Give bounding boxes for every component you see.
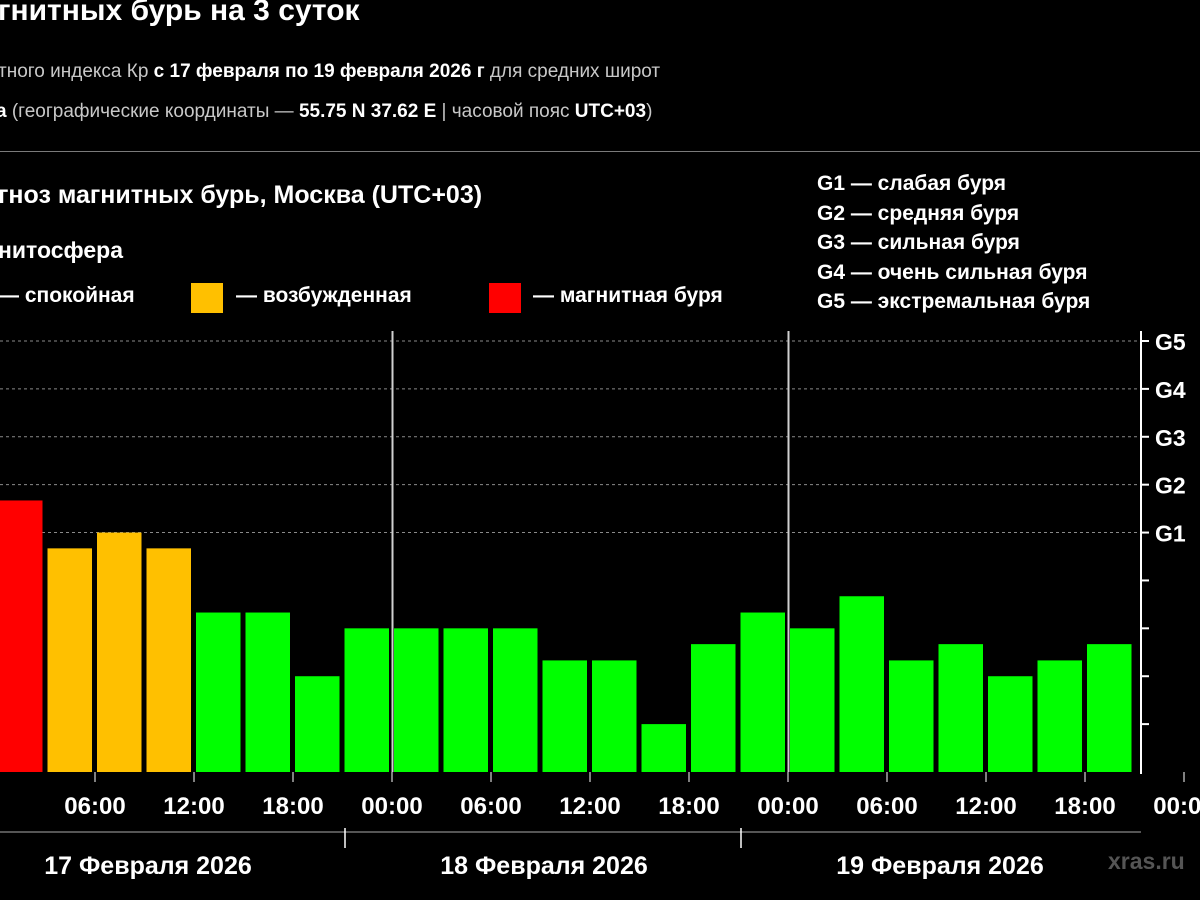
bar-13 <box>641 724 686 772</box>
g-scale-g1: G1 — слабая буря <box>817 172 1007 195</box>
day-label-2: 19 Февраля 2026 <box>836 852 1044 880</box>
bar-17 <box>839 596 884 772</box>
bar-11 <box>542 660 587 772</box>
bar-16 <box>790 628 835 772</box>
bar-10 <box>493 628 538 772</box>
legend-heading: нитосфера <box>0 237 123 263</box>
subtitle-location-prefix: (географические координаты — <box>6 101 299 122</box>
bar-20 <box>988 676 1033 772</box>
x-tick-label-4: 06:00 <box>460 793 521 820</box>
bar-0 <box>0 500 43 772</box>
subtitle-period-range: с 17 февраля по 19 февраля 2026 г <box>153 61 485 82</box>
bar-6 <box>295 676 340 772</box>
bar-14 <box>691 644 736 772</box>
y-tick-label-g1: G1 <box>1155 521 1186 547</box>
x-tick-label-10: 18:00 <box>1054 793 1115 820</box>
subtitle-location-middle: | часовой пояс <box>436 101 575 122</box>
bar-9 <box>443 628 488 772</box>
y-tick-label-g2: G2 <box>1155 473 1186 499</box>
bar-2 <box>97 532 142 772</box>
bar-15 <box>740 612 785 772</box>
subtitle-period-suffix: для средних широт <box>484 61 661 82</box>
header-divider <box>0 151 1200 152</box>
y-tick-label-g5: G5 <box>1155 329 1186 355</box>
page-title: гнитных бурь на 3 суток <box>0 0 360 27</box>
subtitle-location-tz: UTC+03 <box>574 101 647 122</box>
bar-4 <box>196 612 241 772</box>
bar-3 <box>146 548 191 772</box>
legend-label-active: — возбужденная <box>236 284 412 307</box>
x-tick-label-5: 12:00 <box>559 793 620 820</box>
subtitle-location-suffix: ) <box>646 101 653 122</box>
subtitle-period: тного индекса Кр с 17 февраля по 19 февр… <box>0 61 660 83</box>
bar-21 <box>1037 660 1082 772</box>
x-tick-label-0: 06:00 <box>64 793 125 820</box>
x-tick-label-7: 00:00 <box>757 793 818 820</box>
bar-5 <box>245 612 290 772</box>
g-scale-g5: G5 — экстремальная буря <box>817 290 1091 313</box>
y-tick-label-g3: G3 <box>1155 425 1186 451</box>
subtitle-location-place: а <box>0 101 7 122</box>
bar-19 <box>938 644 983 772</box>
legend-swatch-active <box>191 283 223 313</box>
g-scale-g3: G3 — сильная буря <box>817 231 1020 254</box>
g-scale-g4: G4 — очень сильная буря <box>817 261 1088 284</box>
y-tick-label-g4: G4 <box>1155 377 1186 403</box>
x-tick-label-6: 18:00 <box>658 793 719 820</box>
legend-label-quiet: — спокойная <box>0 284 135 307</box>
watermark: xras.ru <box>1108 848 1185 874</box>
day-label-0: 17 Февраля 2026 <box>44 852 252 880</box>
bar-7 <box>344 628 389 772</box>
subtitle-location-coords: 55.75 N 37.62 E <box>298 101 437 122</box>
subtitle-period-prefix: тного индекса Кр <box>0 61 154 82</box>
x-tick-label-2: 18:00 <box>262 793 323 820</box>
x-tick-label-1: 12:00 <box>163 793 224 820</box>
bar-22 <box>1087 644 1132 772</box>
subtitle-location: а (географические координаты — 55.75 N 3… <box>0 101 652 123</box>
chart-title: гноз магнитных бурь, Москва (UTC+03) <box>0 181 483 209</box>
bar-8 <box>394 628 439 772</box>
bar-18 <box>889 660 934 772</box>
x-tick-label-8: 06:00 <box>856 793 917 820</box>
x-tick-label-9: 12:00 <box>955 793 1016 820</box>
bar-12 <box>592 660 637 772</box>
x-tick-label-11: 00:00 <box>1153 793 1200 820</box>
legend-label-storm: — магнитная буря <box>533 284 723 307</box>
g-scale-g2: G2 — средняя буря <box>817 202 1020 225</box>
day-label-1: 18 Февраля 2026 <box>440 852 648 880</box>
x-tick-label-3: 00:00 <box>361 793 422 820</box>
bar-1 <box>47 548 92 772</box>
legend-swatch-storm <box>489 283 521 313</box>
